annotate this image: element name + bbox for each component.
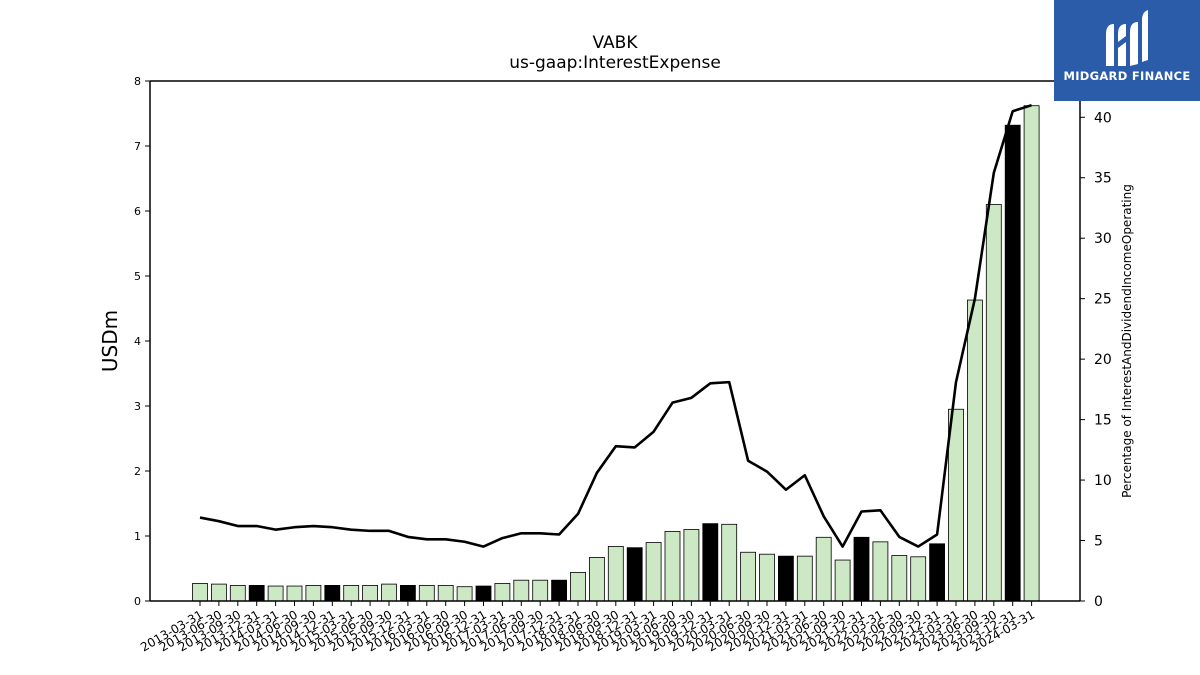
y2-tick-label: 15 — [1094, 413, 1112, 429]
bar — [324, 585, 341, 602]
bar — [437, 585, 454, 602]
bar — [796, 555, 813, 602]
bar — [513, 579, 530, 602]
y2-tick-label: 10 — [1094, 473, 1112, 489]
y-tick-label: 0 — [134, 595, 141, 608]
bar — [967, 299, 983, 602]
y2-tick-label: 25 — [1094, 292, 1112, 308]
y2-tick-label: 35 — [1094, 171, 1112, 187]
brand-name: MIDGARD FINANCE — [1063, 69, 1191, 83]
y-tick-label: 2 — [134, 465, 141, 478]
bar — [607, 546, 624, 602]
chart-title: VABK — [592, 33, 638, 53]
brand-logo: MIDGARD FINANCE — [1054, 0, 1200, 101]
bar — [985, 204, 1002, 602]
bar — [343, 585, 360, 602]
bar — [664, 531, 681, 602]
y2-axis-label: Percentage of InterestAndDividendIncomeO… — [1120, 184, 1134, 498]
bar — [589, 557, 605, 602]
bar — [910, 556, 927, 602]
bar — [532, 579, 549, 602]
bar — [683, 529, 700, 602]
y-tick-label: 5 — [134, 270, 141, 283]
bar — [229, 585, 246, 602]
bar — [815, 536, 832, 602]
bar — [267, 585, 284, 602]
bar — [891, 555, 908, 602]
bar — [362, 585, 379, 602]
bar — [1004, 124, 1021, 602]
bar — [192, 583, 208, 602]
midgard-logo-icon — [1106, 10, 1148, 66]
y-axis-label: USDm — [98, 310, 122, 372]
bar — [872, 541, 889, 602]
bar — [929, 543, 945, 602]
chart-subtitle: us-gaap:InterestExpense — [509, 53, 721, 73]
bar — [456, 586, 473, 602]
y2-tick-label: 0 — [1094, 594, 1103, 610]
y2-tick-label: 40 — [1094, 110, 1112, 126]
bar — [399, 585, 416, 602]
bar — [494, 583, 511, 602]
bar — [853, 536, 870, 602]
bar — [286, 585, 303, 602]
y2-tick-label: 30 — [1094, 231, 1112, 247]
bar — [721, 523, 738, 602]
y-tick-label: 6 — [134, 205, 141, 218]
bar — [551, 579, 567, 602]
y2-tick-label: 20 — [1094, 352, 1112, 368]
line-series — [199, 103, 1032, 548]
y-tick-label: 7 — [134, 140, 141, 153]
bar — [248, 585, 265, 602]
y2-tick-label: 5 — [1094, 534, 1103, 550]
bar — [626, 547, 643, 602]
bar — [645, 542, 662, 602]
bar — [740, 551, 756, 602]
bar — [759, 553, 775, 602]
bar — [834, 559, 851, 602]
bar — [305, 585, 322, 602]
bar — [702, 523, 719, 602]
bar — [210, 583, 227, 602]
bar — [381, 583, 397, 602]
bar — [418, 585, 435, 602]
y-tick-label: 8 — [134, 75, 141, 88]
bar — [948, 408, 964, 602]
y-tick-label: 3 — [134, 400, 141, 413]
bar — [778, 555, 794, 602]
y-tick-label: 1 — [134, 530, 141, 543]
y-tick-label: 4 — [134, 335, 141, 348]
bar — [570, 572, 586, 602]
bar — [1023, 105, 1040, 602]
bar — [475, 585, 492, 602]
